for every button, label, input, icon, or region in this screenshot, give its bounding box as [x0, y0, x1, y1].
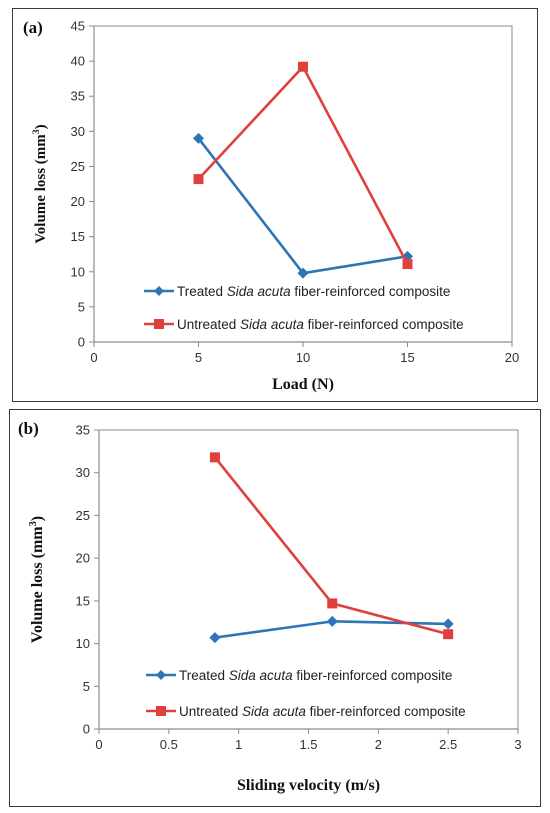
- y-tick-label: 0: [78, 335, 85, 350]
- legend-label-post: fiber-reinforced composite: [291, 284, 451, 299]
- x-tick-label: 3: [514, 737, 521, 752]
- data-point-untreated: [402, 259, 413, 270]
- x-tick-label: 1: [235, 737, 242, 752]
- y-tick-label: 25: [76, 508, 90, 523]
- legend-label-italic: Sida acuta: [227, 284, 291, 299]
- data-point-untreated: [327, 598, 338, 609]
- legend-marker-untreated: [156, 706, 166, 716]
- legend-label-pre: Untreated: [177, 317, 240, 332]
- legend-label-post: fiber-reinforced composite: [304, 317, 464, 332]
- x-tick-label: 15: [400, 350, 414, 365]
- legend-label-post: fiber-reinforced composite: [293, 668, 453, 683]
- data-point-treated: [193, 132, 204, 144]
- y-tick-label: 15: [71, 229, 85, 244]
- y-axis-title-close: ): [29, 516, 46, 521]
- y-axis-title-sup: 3: [31, 129, 42, 134]
- y-tick-label: 30: [76, 465, 90, 480]
- x-axis-title-b: Sliding velocity (m/s): [237, 777, 380, 794]
- x-axis-title-a: Load (N): [272, 376, 334, 393]
- legend-label-pre: Treated: [177, 284, 227, 299]
- y-tick-label: 10: [71, 264, 85, 279]
- y-tick-label: 35: [76, 423, 90, 438]
- series-line-untreated-a: [197, 65, 409, 265]
- legend-label-untreated-b: Untreated Sida acuta fiber-reinforced co…: [179, 704, 466, 719]
- legend-label-untreated-a: Untreated Sida acuta fiber-reinforced co…: [177, 317, 464, 332]
- x-tick-label: 2.5: [439, 737, 457, 752]
- data-point-untreated: [443, 629, 454, 640]
- plot-area-b: [98, 429, 519, 730]
- legend-marker-treated: [154, 286, 164, 296]
- x-tick-label: 0: [90, 350, 97, 365]
- x-tick-label: 20: [505, 350, 519, 365]
- x-tick-label: 0: [95, 737, 102, 752]
- y-axis-title-b: Volume loss (mm3): [28, 516, 46, 643]
- legend-label-treated-a: Treated Sida acuta fiber-reinforced comp…: [177, 284, 450, 299]
- x-tick-label: 5: [195, 350, 202, 365]
- chart-panel-b: 0 5 10 15 20 25 30 35 0 0.5 1 1.5 2 2.5 3 (b) Sliding ve…: [9, 409, 541, 807]
- data-point-untreated: [193, 174, 204, 185]
- y-tick-label: 45: [71, 19, 85, 34]
- data-point-untreated: [298, 61, 308, 72]
- panel-label-a: (a): [23, 18, 43, 37]
- y-axis-title-sup: 3: [28, 521, 39, 526]
- y-tick-label: 30: [71, 124, 85, 139]
- data-point-untreated: [209, 452, 220, 463]
- legend-marker-untreated: [154, 319, 164, 329]
- y-tick-label: 15: [76, 593, 90, 608]
- data-point-treated: [442, 618, 454, 630]
- x-tick-label: 0.5: [160, 737, 178, 752]
- legend-label-italic: Sida acuta: [240, 317, 304, 332]
- panel-label-b: (b): [18, 419, 39, 438]
- y-axis-title-text: Volume loss (mm: [33, 134, 49, 244]
- legend-label-pre: Treated: [179, 668, 229, 683]
- chart-b-svg: 0 5 10 15 20 25 30 35 0 0.5 1 1.5 2 2.5 3 (b) Sliding ve…: [18, 419, 522, 794]
- y-tick-label: 0: [83, 722, 90, 737]
- y-tick-label: 40: [71, 54, 85, 69]
- data-point-treated: [326, 615, 338, 627]
- chart-panel-a: 0 5 10 15 20 25 30 35 40 45 0 5 10 15 20 (a) Load (N) Vol…: [12, 8, 538, 402]
- legend-label-post: fiber-reinforced composite: [306, 704, 466, 719]
- legend-label-pre: Untreated: [179, 704, 242, 719]
- y-axis-title-close: ): [33, 124, 49, 129]
- legend-label-treated-b: Treated Sida acuta fiber-reinforced comp…: [179, 668, 452, 683]
- y-axis-title-text: Volume loss (mm: [29, 526, 46, 643]
- y-tick-label: 5: [78, 299, 85, 314]
- y-tick-label: 20: [76, 551, 90, 566]
- data-point-treated: [209, 632, 221, 644]
- data-point-treated: [297, 267, 309, 279]
- chart-a-svg: 0 5 10 15 20 25 30 35 40 45 0 5 10 15 20 (a) Load (N) Vol…: [23, 18, 519, 393]
- y-tick-label: 20: [71, 194, 85, 209]
- y-tick-label: 25: [71, 159, 85, 174]
- x-tick-label: 10: [296, 350, 310, 365]
- y-tick-label: 10: [76, 636, 90, 651]
- y-axis-title-a: Volume loss (mm3): [31, 124, 49, 243]
- legend-label-italic: Sida acuta: [242, 704, 306, 719]
- x-tick-label: 1.5: [299, 737, 317, 752]
- x-tick-label: 2: [375, 737, 382, 752]
- legend-marker-treated: [156, 670, 166, 680]
- y-tick-label: 5: [83, 679, 90, 694]
- y-tick-label: 35: [71, 89, 85, 104]
- legend-label-italic: Sida acuta: [229, 668, 293, 683]
